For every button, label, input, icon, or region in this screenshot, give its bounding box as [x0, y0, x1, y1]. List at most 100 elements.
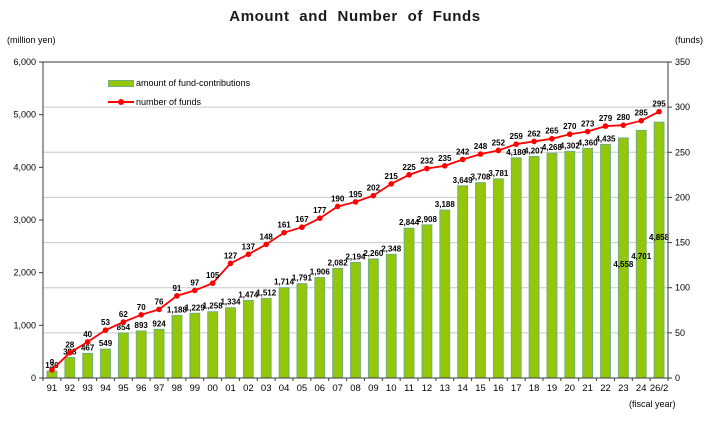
bar-label-18: 4,207: [524, 146, 545, 155]
bar-label-04: 1,714: [274, 278, 295, 287]
bar-label-05: 1,791: [292, 274, 313, 283]
chart-legend: amount of fund-contributions number of f…: [108, 77, 250, 115]
line-point-20: [566, 131, 573, 138]
line-label-17: 259: [510, 132, 524, 141]
bar-label-03: 1,512: [256, 288, 277, 297]
bar-95: [117, 332, 129, 379]
bar-14: [457, 185, 469, 379]
line-label-22: 279: [599, 114, 613, 123]
line-point-93: [84, 339, 91, 345]
right-axis-tick-label: 350: [675, 57, 690, 67]
bar-19: [546, 152, 558, 379]
x-axis-label-09: 09: [368, 383, 379, 394]
line-point-23: [620, 122, 627, 128]
bar-label-21: 4,360: [578, 138, 599, 147]
bar-label-16: 3,781: [488, 169, 509, 178]
line-label-92: 28: [65, 341, 74, 350]
line-point-02: [245, 251, 252, 258]
bar-label-94: 549: [99, 339, 113, 348]
x-axis-label-24: 24: [636, 383, 647, 394]
bar-label-26/2: 4,858: [649, 233, 670, 242]
line-label-02: 137: [242, 242, 256, 251]
x-axis-label-08: 08: [350, 383, 361, 394]
x-axis-label-99: 99: [189, 383, 200, 394]
x-axis-label-04: 04: [279, 383, 290, 394]
bar-92: [64, 357, 76, 379]
bar-99: [189, 312, 201, 379]
x-axis-label-01: 01: [225, 383, 236, 394]
x-axis-label-13: 13: [439, 383, 450, 394]
x-axis-label-16: 16: [493, 383, 504, 394]
line-label-08: 195: [349, 190, 363, 199]
legend-line-label: number of funds: [136, 97, 202, 107]
bar-20: [564, 150, 576, 379]
x-axis-label-06: 06: [314, 383, 325, 394]
left-axis-tick-label: 0: [31, 373, 36, 383]
x-axis-label-93: 93: [82, 383, 93, 394]
bar-label-22: 4,435: [595, 134, 616, 143]
line-label-19: 265: [545, 127, 559, 136]
right-axis-tick-label: 200: [675, 192, 690, 202]
line-point-14: [459, 156, 466, 163]
bar-label-17: 4,180: [506, 148, 527, 157]
line-point-26/2: [656, 108, 662, 115]
left-axis-tick-label: 4,000: [13, 162, 36, 172]
bar-label-99: 1,229: [185, 303, 206, 312]
right-axis-tick-label: 300: [675, 102, 690, 112]
line-label-03: 148: [260, 232, 274, 241]
line-label-10: 215: [385, 172, 399, 181]
left-axis-tick-label: 6,000: [13, 57, 36, 67]
x-axis-label-94: 94: [100, 383, 111, 394]
line-point-97: [156, 306, 162, 313]
line-point-13: [441, 163, 448, 169]
x-axis-unit-label: (fiscal year): [629, 399, 676, 409]
legend-item-amount: amount of fund-contributions: [108, 77, 250, 89]
bar-06: [314, 277, 326, 379]
left-axis-tick-label: 3,000: [13, 215, 36, 225]
left-axis-tick-label: 1,000: [13, 320, 36, 330]
line-label-98: 91: [172, 284, 181, 293]
x-axis-label-19: 19: [547, 383, 558, 394]
bar-23: [617, 137, 629, 379]
bar-label-07: 2,082: [328, 258, 349, 267]
line-label-97: 76: [155, 297, 164, 306]
line-label-11: 225: [402, 163, 416, 172]
x-axis-label-97: 97: [154, 383, 165, 394]
line-point-95: [120, 319, 127, 325]
x-axis-label-02: 02: [243, 383, 254, 394]
bar-21: [582, 147, 594, 379]
bar-18: [528, 155, 540, 379]
right-axis-unit-label: (funds): [674, 35, 703, 45]
line-point-11: [406, 172, 412, 178]
left-axis-unit-label: (million yen): [7, 35, 56, 45]
line-label-94: 53: [101, 318, 110, 327]
line-label-15: 248: [474, 142, 488, 151]
line-label-12: 232: [420, 157, 434, 166]
line-point-15: [477, 151, 484, 157]
line-point-21: [584, 128, 591, 135]
bar-label-96: 893: [135, 321, 149, 330]
line-label-01: 127: [224, 251, 238, 260]
bar-10: [385, 253, 397, 379]
line-point-05: [299, 224, 305, 231]
bar-00: [207, 311, 219, 379]
bar-label-14: 3,649: [453, 176, 474, 185]
x-axis-label-26/2: 26/2: [650, 383, 669, 394]
line-label-96: 70: [137, 303, 146, 312]
line-label-13: 235: [438, 154, 452, 163]
line-point-24: [638, 117, 645, 124]
line-label-24: 285: [635, 109, 649, 118]
bar-label-93: 467: [81, 343, 95, 352]
bar-label-98: 1,188: [167, 305, 188, 314]
line-label-18: 262: [527, 129, 541, 138]
legend-bar-label: amount of fund-contributions: [136, 78, 251, 88]
right-axis-tick-label: 0: [675, 373, 680, 383]
bar-label-08: 2,194: [345, 252, 366, 261]
line-point-03: [263, 241, 270, 248]
bar-label-23: 4,558: [613, 260, 634, 269]
bar-22: [600, 143, 611, 379]
line-point-09: [370, 192, 377, 199]
line-point-22: [602, 123, 609, 129]
bar-label-11: 2,844: [399, 218, 420, 227]
